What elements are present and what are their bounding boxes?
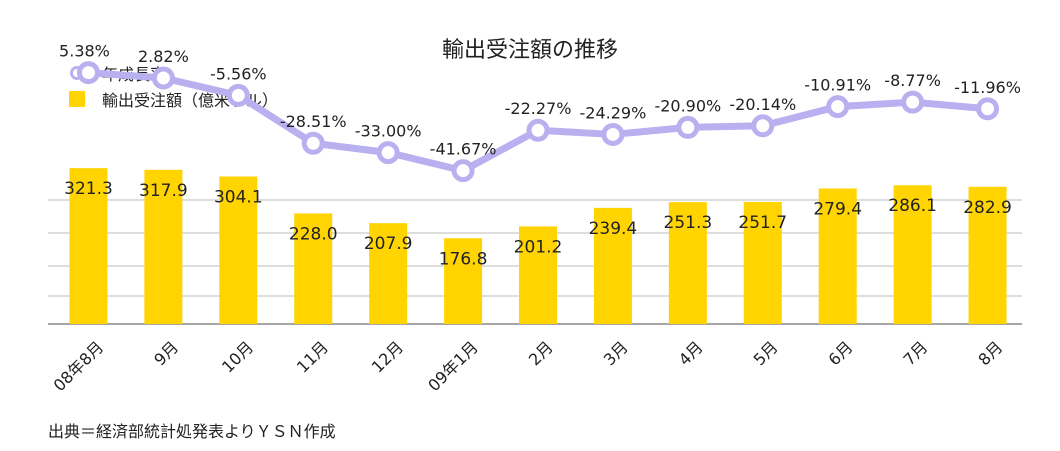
growth-label-0: 5.38% xyxy=(59,42,110,61)
bar-4 xyxy=(369,223,408,324)
bar-6 xyxy=(519,226,557,324)
growth-label-7: -24.29% xyxy=(580,103,647,122)
legend-bar-swatch xyxy=(69,91,85,107)
bar-2 xyxy=(219,176,258,324)
x-tick-label-5: 09年1月 xyxy=(424,337,482,395)
x-tick-label-2: 10月 xyxy=(218,337,257,376)
growth-point-12 xyxy=(976,97,1000,121)
bar-value-label-11: 286.1 xyxy=(888,196,937,216)
growth-label-9: -20.14% xyxy=(729,95,796,114)
bar-value-label-2: 304.1 xyxy=(214,188,263,208)
x-tick-label-3: 11月 xyxy=(293,337,332,376)
bar-value-label-7: 239.4 xyxy=(589,219,638,239)
x-tick-label-8: 4月 xyxy=(675,337,707,369)
growth-label-5: -41.67% xyxy=(430,140,497,159)
growth-label-6: -22.27% xyxy=(505,99,572,118)
x-tick-label-6: 2月 xyxy=(525,337,557,369)
bar-value-label-10: 279.4 xyxy=(813,199,862,219)
growth-point-11 xyxy=(901,90,925,114)
bar-0 xyxy=(69,168,108,324)
x-tick-label-9: 5月 xyxy=(750,337,782,369)
growth-point-4 xyxy=(376,141,400,165)
x-tick-label-12: 8月 xyxy=(974,337,1006,369)
x-tick-label-1: 9月 xyxy=(150,337,182,369)
growth-label-4: -33.00% xyxy=(355,122,422,141)
growth-point-0 xyxy=(76,61,100,85)
source-note: 出典＝経済部統計処発表よりＹＳＮ作成 xyxy=(48,422,336,441)
growth-label-8: -20.90% xyxy=(654,96,721,115)
growth-point-2 xyxy=(226,83,250,107)
bar-5 xyxy=(444,238,483,324)
growth-label-3: -28.51% xyxy=(280,112,347,131)
growth-label-11: -8.77% xyxy=(884,71,941,90)
bar-1 xyxy=(144,169,183,324)
x-tick-label-4: 12月 xyxy=(368,337,407,376)
bar-value-label-3: 228.0 xyxy=(289,224,338,244)
growth-label-12: -11.96% xyxy=(954,78,1021,97)
bar-value-label-8: 251.3 xyxy=(664,213,713,233)
bar-9 xyxy=(743,201,782,324)
growth-point-7 xyxy=(601,122,625,146)
growth-point-9 xyxy=(751,114,775,138)
growth-label-2: -5.56% xyxy=(210,64,267,83)
bar-7 xyxy=(593,207,632,324)
growth-point-3 xyxy=(301,131,325,155)
x-tick-label-0: 08年8月 xyxy=(50,337,108,395)
bar-value-label-0: 321.3 xyxy=(64,179,113,199)
bar-value-label-4: 207.9 xyxy=(364,234,413,254)
bar-8 xyxy=(668,202,707,324)
growth-point-10 xyxy=(826,95,850,119)
growth-point-5 xyxy=(451,159,475,183)
bar-3 xyxy=(294,213,333,324)
growth-label-10: -10.91% xyxy=(804,76,871,95)
bar-value-label-6: 201.2 xyxy=(514,237,563,257)
growth-label-1: 2.82% xyxy=(138,47,189,66)
bar-value-label-5: 176.8 xyxy=(439,249,488,269)
x-tick-label-7: 3月 xyxy=(600,337,632,369)
bar-value-label-12: 282.9 xyxy=(963,198,1012,218)
growth-point-8 xyxy=(676,115,700,139)
bar-11 xyxy=(893,185,932,324)
x-tick-label-10: 6月 xyxy=(825,337,857,369)
growth-point-1 xyxy=(151,66,175,90)
bar-value-label-1: 317.9 xyxy=(139,181,188,201)
chart-title: 輸出受注額の推移 xyxy=(441,38,618,63)
bar-value-label-9: 251.7 xyxy=(738,213,787,233)
growth-point-6 xyxy=(526,118,550,142)
bar-12 xyxy=(968,186,1007,324)
x-tick-label-11: 7月 xyxy=(899,337,931,369)
bar-10 xyxy=(818,188,857,324)
